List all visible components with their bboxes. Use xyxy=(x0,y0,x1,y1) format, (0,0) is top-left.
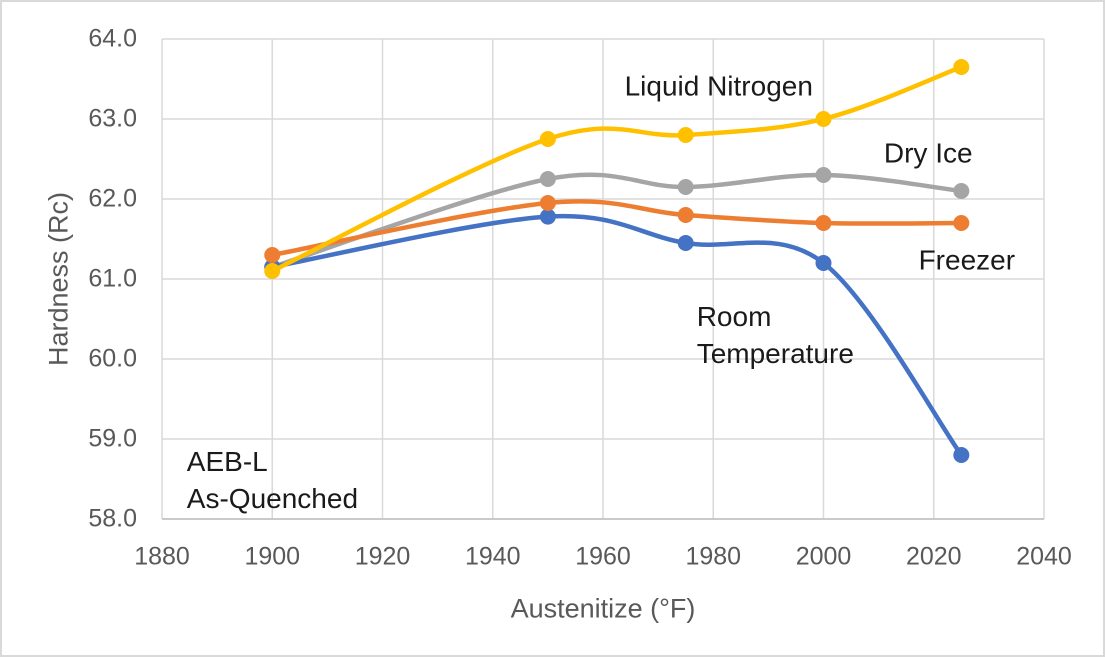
data-point-liquid-nitrogen xyxy=(953,59,970,75)
x-tick-label: 1980 xyxy=(685,542,742,571)
data-point-dry-ice xyxy=(953,183,970,199)
annotation-liquid-nitrogen: Liquid Nitrogen xyxy=(624,70,813,102)
data-point-dry-ice xyxy=(815,167,832,183)
x-tick-label: 2020 xyxy=(905,542,962,571)
annotation-room: Room Temperature xyxy=(696,300,854,369)
y-tick-label: 58.0 xyxy=(88,504,137,533)
data-point-room-temperature xyxy=(539,208,556,225)
x-tick-label: 1940 xyxy=(464,542,521,571)
y-tick-label: 63.0 xyxy=(88,104,137,133)
x-tick-label: 1960 xyxy=(575,542,631,571)
data-point-liquid-nitrogen xyxy=(539,131,556,147)
x-tick-label: 2040 xyxy=(1016,542,1072,571)
y-tick-label: 59.0 xyxy=(88,424,137,453)
data-point-liquid-nitrogen xyxy=(815,111,832,127)
x-tick-label: 1880 xyxy=(134,542,190,571)
y-tick-label: 62.0 xyxy=(88,184,137,213)
y-tick-label: 60.0 xyxy=(88,344,137,373)
data-point-room-temperature xyxy=(815,255,832,271)
data-point-room-temperature xyxy=(953,447,970,463)
data-point-room-temperature xyxy=(677,235,694,251)
series-line-dry-ice xyxy=(270,172,964,270)
data-point-freezer xyxy=(264,247,281,263)
y-axis-title: Hardness (Rc) xyxy=(43,191,74,367)
x-tick-label: 1900 xyxy=(244,542,301,571)
x-tick-label: 2000 xyxy=(795,542,852,571)
y-tick-label: 61.0 xyxy=(88,264,137,293)
series-line-liquid-nitrogen xyxy=(270,64,964,274)
series-line-freezer xyxy=(270,199,964,258)
data-point-dry-ice xyxy=(677,179,694,195)
x-tick-label: 1920 xyxy=(354,542,411,571)
data-point-dry-ice xyxy=(539,171,556,187)
data-point-freezer xyxy=(539,195,556,211)
data-point-liquid-nitrogen xyxy=(677,127,694,143)
data-point-freezer xyxy=(953,215,970,231)
annotation-dry-ice: Dry Ice xyxy=(883,137,973,169)
data-point-freezer xyxy=(815,215,832,231)
data-point-liquid-nitrogen xyxy=(264,263,281,279)
series-line-room-temperature xyxy=(270,213,964,458)
y-tick-label: 64.0 xyxy=(88,24,137,53)
annotation-aeb-l: AEB-L As-Quenched xyxy=(186,445,359,514)
data-point-freezer xyxy=(677,207,694,223)
x-axis-title: Austenitize (°F) xyxy=(510,593,696,624)
annotation-freezer: Freezer xyxy=(918,244,1016,276)
